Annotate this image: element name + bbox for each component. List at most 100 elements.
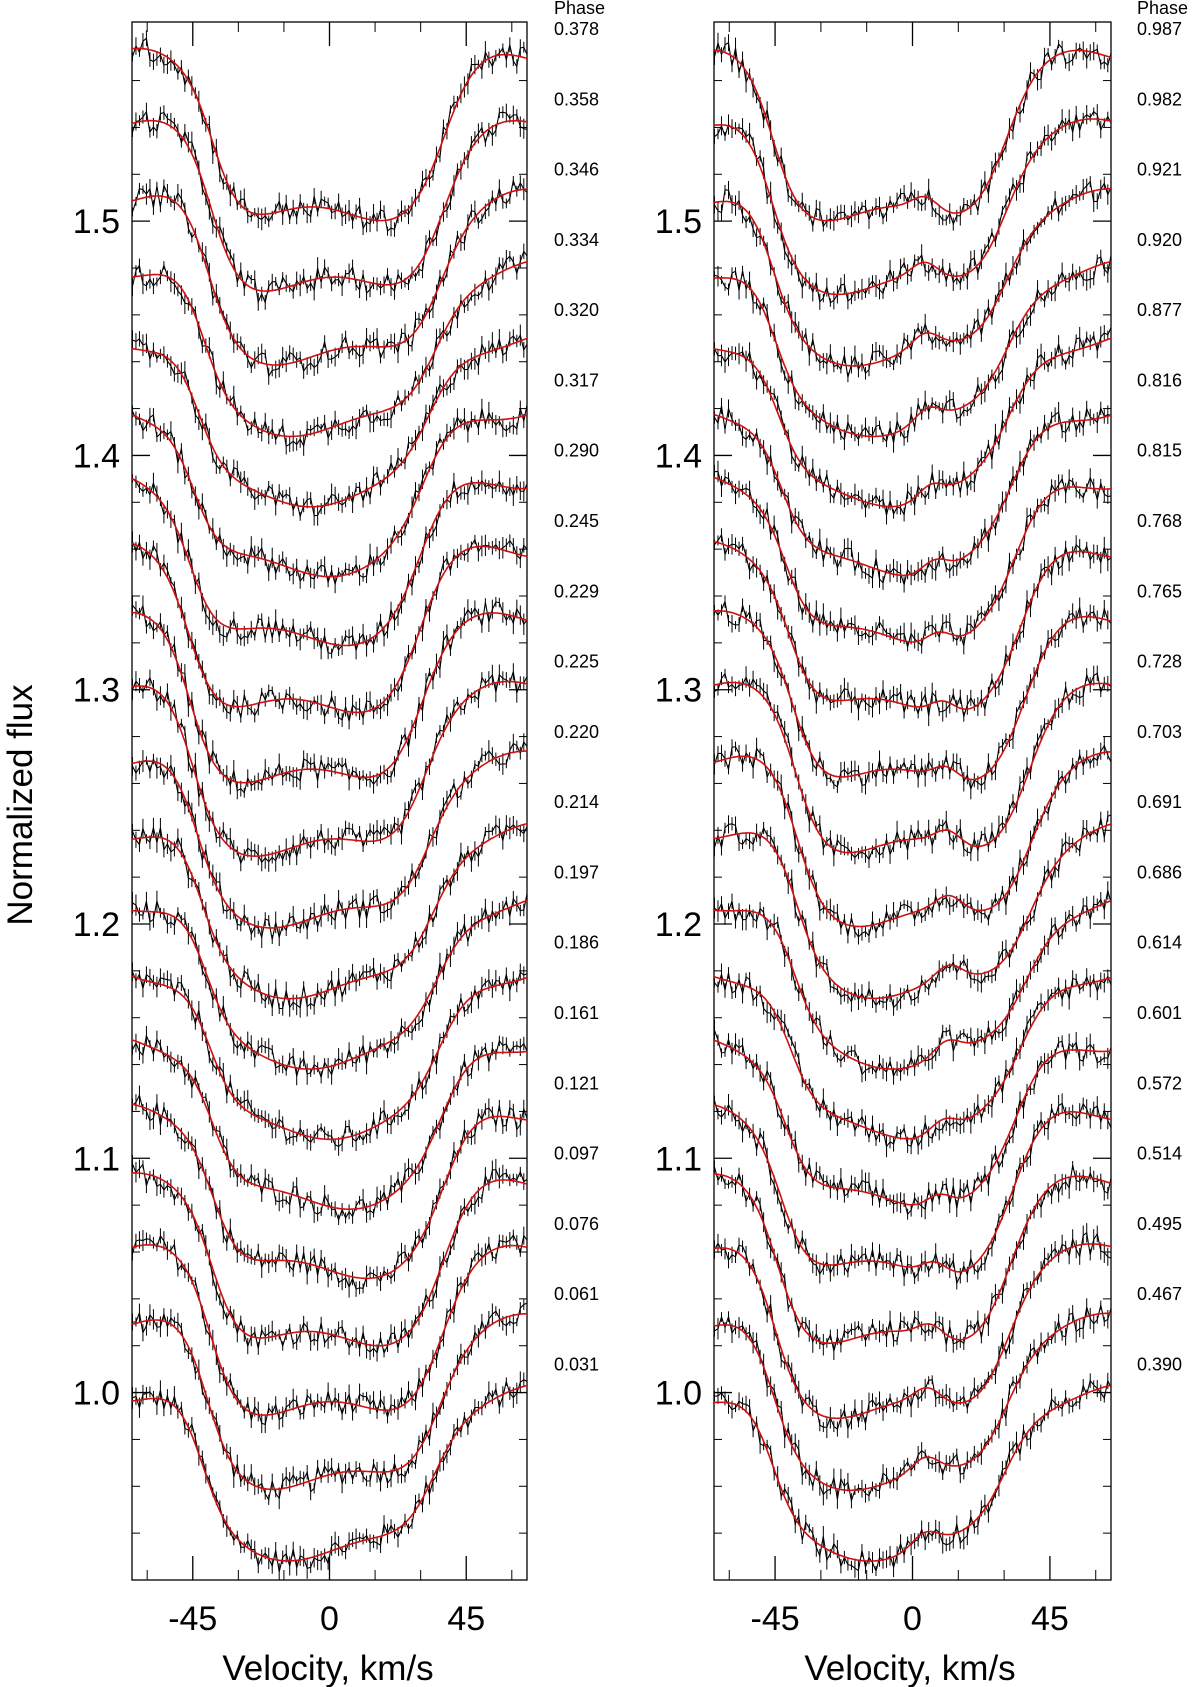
observed-line (714, 672, 1111, 861)
phase-label: 0.765 (1137, 581, 1182, 601)
left-panel: -45 0 45 1.0 1.1 1.2 1.3 1.4 1.5 Phase 0.031 0.061 0… (73, 0, 605, 1638)
observed-profile (132, 1371, 527, 1580)
model-line (714, 610, 1111, 781)
phase-label: 0.514 (1137, 1144, 1182, 1164)
model-line (132, 680, 527, 858)
phase-label: 0.768 (1137, 511, 1182, 531)
observed-line (714, 1165, 1111, 1352)
phase-label: 0.186 (554, 933, 599, 953)
phase-label: 0.378 (554, 19, 599, 39)
phase-label: 0.220 (554, 722, 599, 742)
observed-line (714, 40, 1111, 228)
y-tick-label: 1.3 (655, 672, 702, 710)
observed-profile (132, 1085, 527, 1298)
phase-title: Phase (1137, 0, 1188, 18)
phase-title: Phase (554, 0, 605, 18)
model-line (132, 119, 527, 292)
observed-line (132, 476, 527, 655)
model-line (714, 118, 1111, 296)
observed-line (714, 180, 1111, 378)
observed-line (714, 110, 1111, 304)
phase-label: 0.076 (554, 1214, 599, 1234)
model-line (714, 49, 1111, 222)
observed-line (132, 1302, 527, 1502)
model-line (714, 413, 1111, 577)
observed-line (132, 1093, 527, 1290)
observed-profile (714, 881, 1111, 1085)
model-line (714, 1312, 1111, 1492)
phase-label: 0.728 (1137, 652, 1182, 672)
observed-profile (714, 104, 1111, 310)
model-line (714, 337, 1111, 508)
x-axis-title-right: Velocity, km/s (804, 1649, 1015, 1687)
phase-label: 0.987 (1137, 19, 1182, 39)
model-line (132, 822, 527, 1000)
phase-label: 0.390 (1137, 1354, 1182, 1374)
phase-label: 0.686 (1137, 862, 1182, 882)
model-line (714, 681, 1111, 854)
model-line (132, 899, 527, 1070)
model-line (714, 1173, 1111, 1344)
observed-profile (714, 321, 1111, 525)
phase-label: 0.161 (554, 1003, 599, 1023)
x-axis-title-left: Velocity, km/s (222, 1649, 433, 1687)
phase-label: 0.290 (554, 441, 599, 461)
y-tick-label: 1.2 (655, 906, 702, 944)
y-tick-label: 1.0 (655, 1375, 702, 1413)
phase-label: 0.921 (1137, 160, 1182, 180)
y-tick-label: 1.2 (73, 906, 120, 944)
x-tick-label: 0 (903, 1600, 922, 1638)
y-tick-label: 1.0 (73, 1375, 120, 1413)
phase-label: 0.214 (554, 792, 599, 812)
model-line (714, 540, 1111, 711)
phase-label: 0.495 (1137, 1214, 1182, 1234)
model-line (132, 611, 527, 784)
observed-line (714, 253, 1111, 443)
observed-line (714, 326, 1111, 517)
x-tick-label: 45 (1031, 1600, 1069, 1638)
phase-label: 0.816 (1137, 370, 1182, 390)
phase-label: 0.815 (1137, 441, 1182, 461)
observed-line (132, 892, 527, 1080)
observed-line (132, 1379, 527, 1572)
y-tick-label: 1.5 (73, 203, 120, 241)
model-line (132, 337, 527, 508)
phase-label: 0.601 (1137, 1003, 1182, 1023)
x-tick-label: 45 (447, 1600, 485, 1638)
observed-line (132, 1234, 527, 1426)
observed-line (714, 533, 1111, 717)
observed-line (132, 970, 527, 1148)
y-tick-label: 1.1 (73, 1140, 120, 1178)
phase-label: 0.061 (554, 1284, 599, 1304)
model-line (714, 187, 1111, 367)
phase-label: 0.320 (554, 300, 599, 320)
phase-label: 0.225 (554, 652, 599, 672)
y-tick-label: 1.4 (655, 437, 702, 475)
observed-profile (132, 962, 527, 1156)
model-line (132, 542, 527, 714)
model-line (132, 1244, 527, 1416)
observed-line (714, 599, 1111, 791)
phase-label: 0.121 (554, 1073, 599, 1093)
profiles (714, 32, 1111, 1580)
y-tick-label: 1.4 (73, 437, 120, 475)
model-line (714, 975, 1111, 1140)
phase-label: 0.467 (1137, 1284, 1182, 1304)
phase-label: 0.358 (554, 89, 599, 109)
phase-label: 0.031 (554, 1354, 599, 1374)
model-line (714, 1384, 1111, 1562)
phase-label: 0.317 (554, 370, 599, 390)
phase-label: 0.920 (1137, 230, 1182, 250)
observed-line (714, 1305, 1111, 1503)
y-tick-label: 1.1 (655, 1140, 702, 1178)
phase-label: 0.334 (554, 230, 599, 250)
model-line (714, 899, 1111, 1070)
phase-label: 0.877 (1137, 300, 1182, 320)
model-line (714, 1039, 1111, 1206)
model-line (132, 414, 527, 578)
x-tick-label: -45 (751, 1600, 800, 1638)
model-line (714, 823, 1111, 1000)
model-line (132, 1172, 527, 1347)
observed-line (132, 1162, 527, 1355)
